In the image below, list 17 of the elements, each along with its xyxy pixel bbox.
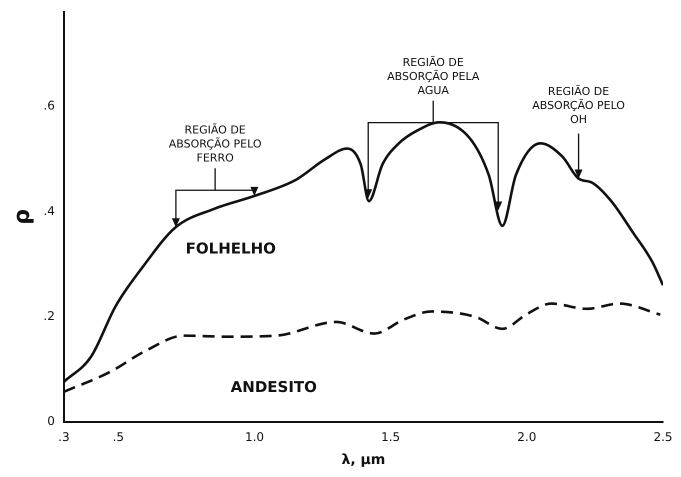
x-tick-label: .3 (58, 430, 70, 444)
x-tick-label: 1.0 (244, 430, 264, 444)
y-tick-label: 0 (47, 414, 55, 428)
x-tick-label: 2.0 (517, 430, 536, 444)
y-tick-label: .6 (43, 98, 55, 113)
annotation: REGIÃO DE ABSORÇÃO PELO FERRO (168, 122, 262, 165)
y-tick-label: .4 (43, 204, 55, 218)
x-axis-title: λ, μm (341, 452, 386, 468)
x-tick-label: .5 (112, 430, 124, 444)
y-tick-label: .2 (43, 308, 55, 323)
annotation: REGIÃO DE ABSORÇÃO PELO OH (532, 84, 626, 126)
annotation: REGIÃO DE ABSORÇÃO PELA AGUA (387, 55, 480, 98)
y-axis-title: ρ (10, 209, 35, 225)
x-tick-label: 2.5 (653, 430, 673, 444)
x-tick-label: 1.5 (381, 430, 400, 444)
legend-label: FOLHELHO (186, 239, 276, 258)
text: ANDESITO (230, 378, 317, 396)
